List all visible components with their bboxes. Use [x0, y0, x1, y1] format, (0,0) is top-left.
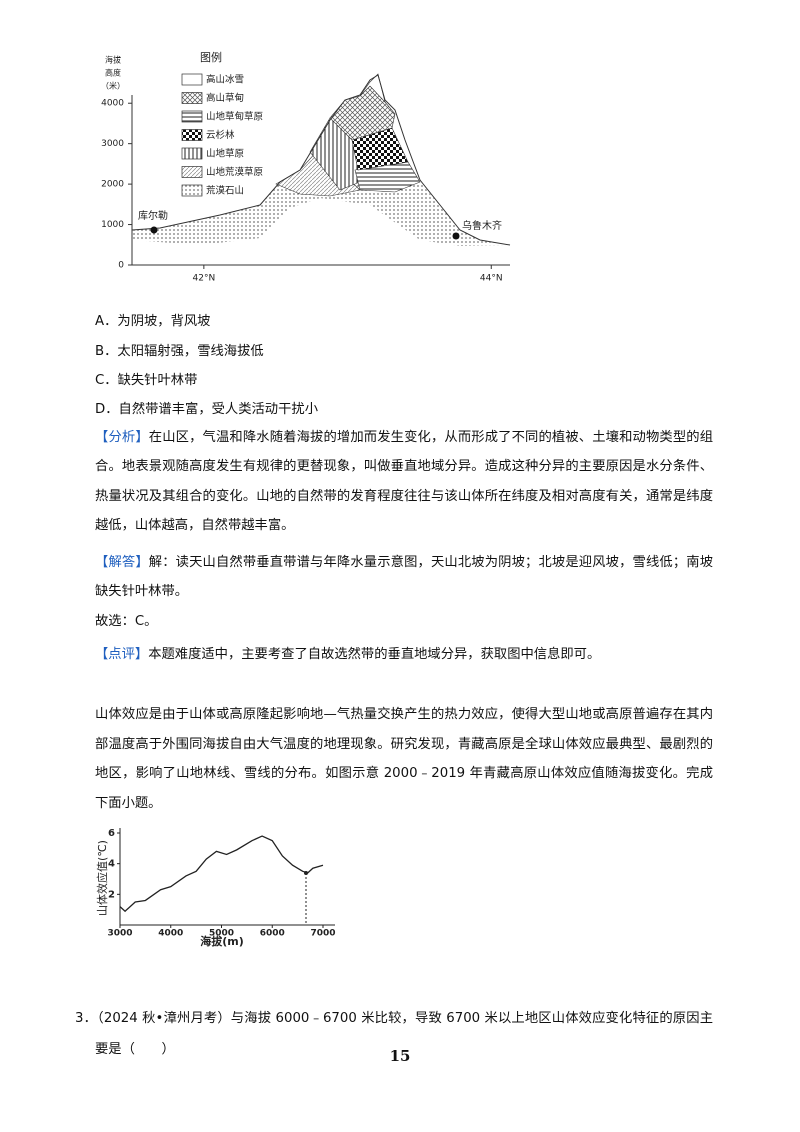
- legend-label: 荒漠石山: [206, 185, 244, 197]
- y-axis-label: 高度: [105, 68, 121, 78]
- x-tick-label: 42°N: [193, 274, 216, 284]
- legend-swatch: [181, 73, 203, 86]
- place-label: 库尔勒: [138, 209, 168, 222]
- question-number: 3．: [75, 1011, 98, 1026]
- place-label: 乌鲁木齐: [462, 219, 502, 232]
- legend-swatch: [181, 110, 203, 123]
- legend-swatch: [181, 147, 203, 160]
- y-tick-label: 3000: [101, 139, 124, 149]
- x-tick-label: 3000: [107, 929, 132, 939]
- text: 解：读天山自然带垂直带谱与年降水量示意图，天山北坡为阴坡；北坡是迎风坡，雪线低；…: [95, 555, 714, 600]
- y-tick-label: 0: [118, 261, 124, 271]
- question-text: （2024 秋•漳州月考）与海拔 6000﹣6700 米比较，导致 6700 米…: [95, 1011, 714, 1057]
- text: 在山区，气温和降水随着海拔的增加而发生变化，从而形成了不同的植被、土壤和动物类型…: [95, 430, 714, 534]
- figure-line-chart: 山体效应值(℃) 海拔(m) 2 4 6 3000 4000 5000 6000 7000: [95, 828, 336, 948]
- legend-swatch: [181, 92, 203, 104]
- legend-label: 高山草甸: [206, 92, 244, 104]
- ground-profile: [131, 74, 511, 246]
- label: 【点评】: [95, 647, 149, 662]
- figure-profile: 库尔勒 乌鲁木齐 海拔 高度 （米） 图例 高山冰雪高山草甸山地草甸草原云杉林山…: [101, 50, 511, 284]
- y-tick-label: 4000: [101, 99, 124, 109]
- choice: 故选：C。: [95, 614, 158, 629]
- option: D．自然带谱丰富，受人类活动干扰小: [95, 402, 318, 417]
- y-tick-label: 4: [108, 859, 115, 870]
- line-series: [119, 835, 324, 913]
- comment: 【点评】本题难度适中，主要考查了自故选然带的垂直地域分异，获取图中信息即可。: [95, 640, 713, 669]
- analysis: 【分析】在山区，气温和降水随着海拔的增加而发生变化，从而形成了不同的植被、土壤和…: [95, 423, 713, 541]
- x-tick-label: 7000: [310, 929, 335, 939]
- y-axis-label: 海拔: [105, 55, 121, 65]
- passage: 山体效应是由于山体或高原隆起影响地—气热量交换产生的热力效应，使得大型山地或高原…: [95, 707, 713, 812]
- legend-label: 高山冰雪: [206, 74, 244, 86]
- x-axis-label: 海拔(m): [200, 934, 244, 948]
- question: 3．（2024 秋•漳州月考）与海拔 6000﹣6700 米比较，导致 6700…: [75, 1003, 713, 1065]
- legend-label: 山地草甸草原: [206, 111, 263, 123]
- legend-swatch: [181, 129, 203, 141]
- y-tick-label: 2: [108, 889, 115, 900]
- label: 【解答】: [95, 555, 149, 570]
- legend-label: 山地草原: [206, 148, 244, 160]
- option: A．为阴坡，背风坡: [95, 314, 211, 329]
- option: C．缺失针叶林带: [95, 373, 198, 388]
- x-tick-label: 4000: [158, 929, 183, 939]
- y-tick-label: 6: [108, 828, 115, 839]
- place-dot: [150, 226, 158, 234]
- legend-swatch: [181, 184, 203, 197]
- label: 【分析】: [95, 430, 149, 445]
- page-number: 15: [389, 1047, 411, 1065]
- y-axis-label: （米）: [101, 81, 125, 91]
- y-tick-label: 1000: [101, 220, 124, 230]
- x-tick-label: 6000: [260, 929, 285, 939]
- y-tick-label: 2000: [101, 180, 124, 190]
- legend-label: 山地荒漠草原: [206, 166, 263, 178]
- legend-swatch: [181, 166, 203, 178]
- text: 本题难度适中，主要考查了自故选然带的垂直地域分异，获取图中信息即可。: [148, 647, 601, 662]
- legend-label: 云杉林: [206, 129, 235, 141]
- y-axis-label: 山体效应值(℃): [95, 840, 109, 916]
- answer: 【解答】解：读天山自然带垂直带谱与年降水量示意图，天山北坡为阴坡；北坡是迎风坡，…: [95, 548, 713, 607]
- option: B．太阳辐射强，雪线海拔低: [95, 344, 264, 359]
- x-tick-label: 44°N: [480, 274, 503, 284]
- belt-desert-rock: [132, 150, 510, 246]
- place-dot: [452, 232, 460, 240]
- legend-title: 图例: [200, 50, 222, 64]
- x-tick-label: 5000: [209, 929, 234, 939]
